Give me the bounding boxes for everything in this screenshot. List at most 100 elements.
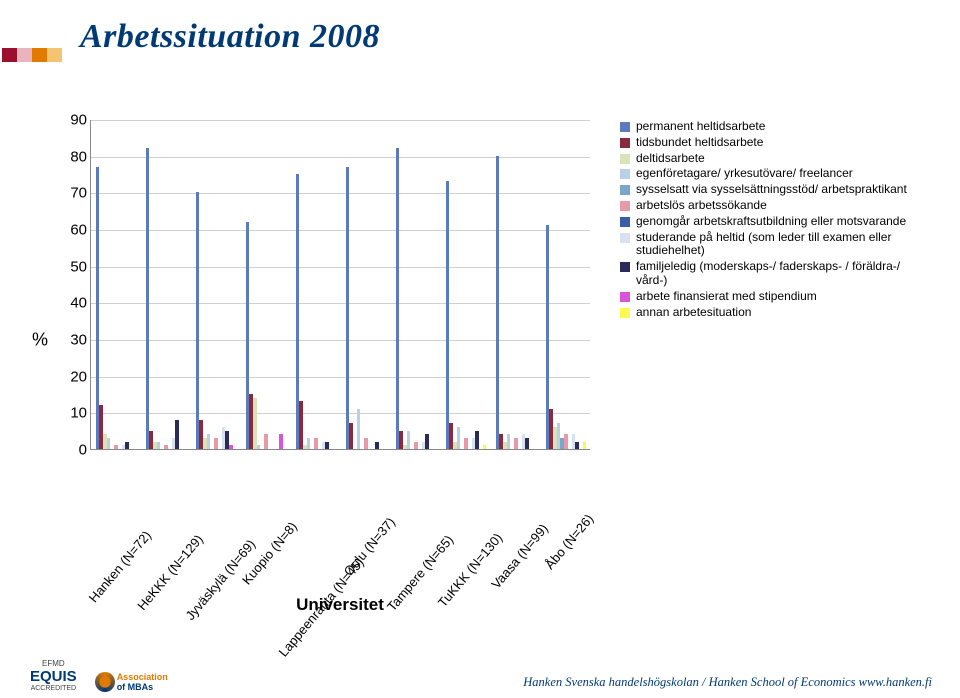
- accent-square: [47, 48, 62, 62]
- legend-label: arbete finansierat med stipendium: [636, 290, 920, 304]
- x-axis-title: Universitet: [90, 595, 590, 615]
- y-tick-label: 10: [63, 405, 87, 422]
- legend-swatch: [620, 138, 630, 148]
- legend-item: genomgår arbetskraftsutbildning eller mo…: [620, 215, 920, 229]
- bar-group: [296, 174, 337, 449]
- legend-swatch: [620, 233, 630, 243]
- bar: [229, 445, 233, 449]
- legend-swatch: [620, 154, 630, 164]
- legend-item: tidsbundet heltidsarbete: [620, 136, 920, 150]
- title-row: Arbetssituation 2008: [0, 18, 960, 62]
- legend-label: tidsbundet heltidsarbete: [636, 136, 920, 150]
- y-tick-label: 20: [63, 368, 87, 385]
- equis-badge: EFMD EQUIS ACCREDITED: [30, 659, 77, 692]
- chart-container: % 0102030405060708090 Universitet perman…: [40, 120, 920, 560]
- bar: [357, 409, 361, 449]
- chart-plot-area: 0102030405060708090: [90, 120, 590, 450]
- bar: [164, 445, 168, 449]
- bar: [107, 438, 111, 449]
- bar: [264, 434, 268, 449]
- accent-square: [17, 48, 32, 62]
- gridline: [91, 120, 590, 121]
- bar-group: [396, 148, 437, 449]
- footer-text: Hanken Svenska handelshögskolan / Hanken…: [523, 675, 932, 690]
- amba-badge: Association of MBAs: [95, 672, 168, 692]
- legend-swatch: [620, 122, 630, 132]
- brand-emblem-icon: [835, 24, 905, 94]
- bar: [307, 438, 311, 449]
- legend-swatch: [620, 217, 630, 227]
- bar: [414, 442, 418, 449]
- bar: [575, 442, 579, 449]
- bar: [157, 442, 161, 449]
- brand-name: HANKEN: [820, 100, 920, 116]
- bar: [407, 431, 411, 449]
- accreditation-badges: EFMD EQUIS ACCREDITED Association of MBA…: [30, 659, 168, 692]
- legend-item: familjeledig (moderskaps-/ faderskaps- /…: [620, 260, 920, 288]
- legend-item: deltidsarbete: [620, 152, 920, 166]
- legend-label: egenföretagare/ yrkesutövare/ freelancer: [636, 167, 920, 181]
- bar: [146, 148, 150, 449]
- accent-square: [2, 48, 17, 62]
- bar-group: [146, 148, 187, 449]
- bar-group: [246, 222, 287, 449]
- legend-swatch: [620, 292, 630, 302]
- legend-label: arbetslös arbetssökande: [636, 199, 920, 213]
- bar: [496, 156, 500, 449]
- accent-square: [32, 48, 47, 62]
- mercury-icon: [847, 36, 893, 82]
- legend-item: sysselsatt via sysselsättningsstöd/ arbe…: [620, 183, 920, 197]
- legend-swatch: [620, 308, 630, 318]
- y-tick-label: 80: [63, 148, 87, 165]
- bar: [257, 445, 261, 449]
- legend-swatch: [620, 185, 630, 195]
- legend-label: studerande på heltid (som leder till exa…: [636, 231, 920, 259]
- bar: [475, 431, 479, 449]
- legend-label: deltidsarbete: [636, 152, 920, 166]
- bar: [325, 442, 329, 449]
- bar: [279, 434, 283, 449]
- bar: [483, 445, 487, 449]
- y-axis-label: %: [32, 330, 48, 351]
- bar: [349, 423, 353, 449]
- legend-item: annan arbetesituation: [620, 306, 920, 320]
- bar: [514, 438, 518, 449]
- bar: [114, 445, 118, 449]
- y-tick-label: 30: [63, 332, 87, 349]
- y-tick-label: 40: [63, 295, 87, 312]
- legend-label: permanent heltidsarbete: [636, 120, 920, 134]
- brand-logo: HANKEN: [820, 14, 920, 116]
- y-tick-label: 50: [63, 258, 87, 275]
- page-title: Arbetssituation 2008: [80, 18, 380, 56]
- bar: [583, 442, 587, 449]
- bar: [364, 438, 368, 449]
- legend-swatch: [620, 262, 630, 272]
- legend-item: permanent heltidsarbete: [620, 120, 920, 134]
- bar: [196, 192, 200, 449]
- legend-swatch: [620, 169, 630, 179]
- bar: [464, 438, 468, 449]
- bar: [175, 420, 179, 449]
- bar-group: [346, 167, 387, 449]
- chart-legend: permanent heltidsarbete tidsbundet heltid…: [620, 120, 920, 321]
- bar: [507, 434, 511, 449]
- bar-group: [446, 181, 487, 449]
- bar-group: [546, 225, 587, 449]
- bar: [396, 148, 400, 449]
- bar: [299, 401, 303, 449]
- y-tick-label: 90: [63, 112, 87, 129]
- legend-item: egenföretagare/ yrkesutövare/ freelancer: [620, 167, 920, 181]
- bar: [446, 181, 450, 449]
- bar: [253, 398, 257, 449]
- bar: [457, 427, 461, 449]
- header-accent-squares: [2, 48, 62, 62]
- legend-label: familjeledig (moderskaps-/ faderskaps- /…: [636, 260, 920, 288]
- y-tick-label: 70: [63, 185, 87, 202]
- bar: [207, 434, 211, 449]
- bar: [346, 167, 350, 449]
- legend-label: sysselsatt via sysselsättningsstöd/ arbe…: [636, 183, 920, 197]
- legend-item: arbetslös arbetssökande: [620, 199, 920, 213]
- y-tick-label: 0: [63, 442, 87, 459]
- legend-label: genomgår arbetskraftsutbildning eller mo…: [636, 215, 920, 229]
- bar-group: [496, 156, 537, 449]
